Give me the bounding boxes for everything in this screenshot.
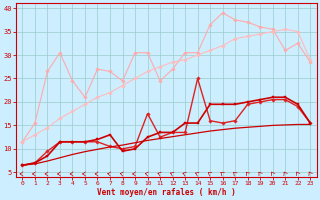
X-axis label: Vent moyen/en rafales ( km/h ): Vent moyen/en rafales ( km/h ) xyxy=(97,188,236,197)
